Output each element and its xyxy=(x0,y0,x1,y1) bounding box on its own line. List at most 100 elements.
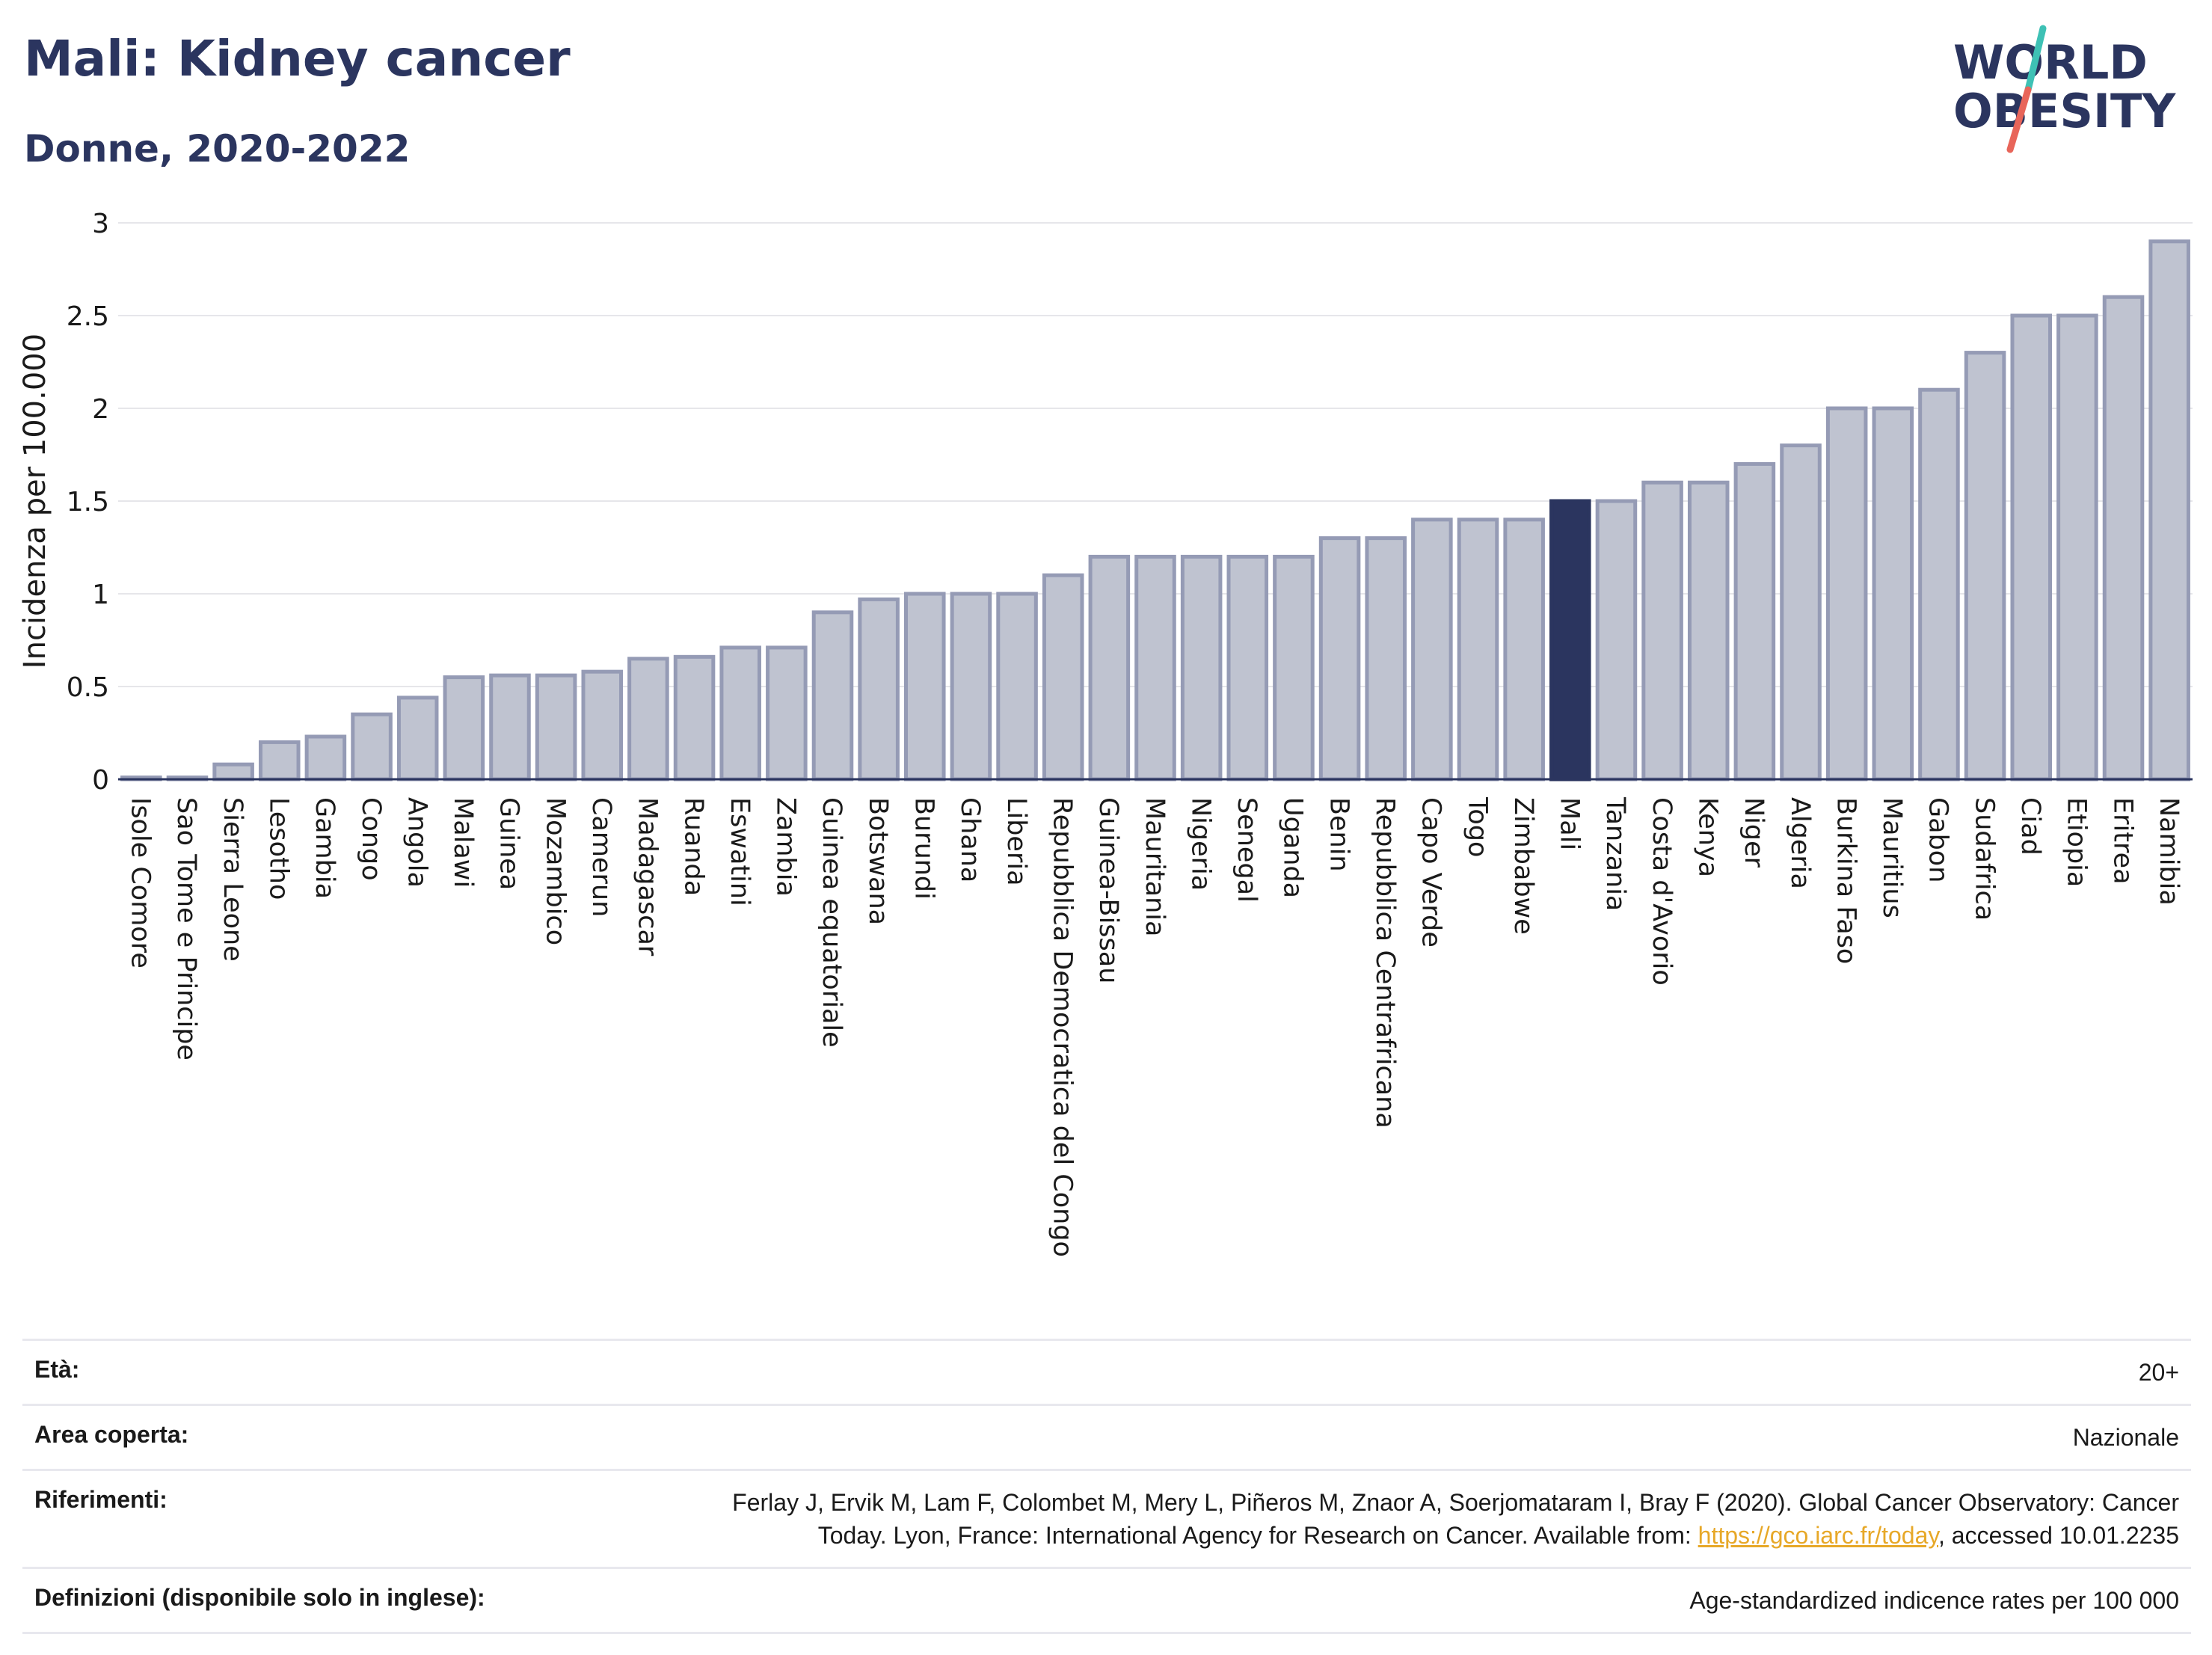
x-tick-label: Burundi xyxy=(909,797,939,900)
bar xyxy=(1918,387,1960,782)
x-tick-label: Capo Verde xyxy=(1416,797,1446,948)
bar xyxy=(1872,406,1914,782)
bar-chart: 0 0.5 1 1.5 2 2.5 3 Isole Comore Sao Tome e Pri… xyxy=(18,209,2193,1257)
age-label: Età: xyxy=(34,1356,80,1383)
x-tick-label: Kenya xyxy=(1692,797,1722,877)
x-tick-label: Ruanda xyxy=(678,797,708,896)
bar xyxy=(627,657,669,782)
bar xyxy=(443,675,485,782)
x-tick-label: Burkina Faso xyxy=(1831,797,1861,964)
world-obesity-logo: WORLD OBESITY xyxy=(1953,25,2176,153)
bar xyxy=(1641,480,1683,782)
bar xyxy=(1457,518,1499,782)
logo-line2: OBESITY xyxy=(1953,84,2176,138)
x-tick-label: Togo xyxy=(1462,796,1492,857)
bar xyxy=(1780,443,1822,782)
x-tick-label: Angola xyxy=(402,797,431,888)
x-tick-label: Algeria xyxy=(1785,797,1815,889)
y-tick-label: 1 xyxy=(92,580,109,610)
x-tick-label: Sudafrica xyxy=(1969,797,1999,921)
logo-slash-red xyxy=(2006,86,2032,153)
x-tick-label: Eswatini xyxy=(725,797,755,906)
y-tick-labels: 0 0.5 1 1.5 2 2.5 3 xyxy=(67,209,109,796)
info-row-area: Area coperta: Nazionale xyxy=(22,1404,2191,1469)
logo-slash-teal xyxy=(2024,25,2047,93)
bar xyxy=(1088,554,1131,782)
bar xyxy=(1825,406,1868,782)
y-tick-label: 1.5 xyxy=(67,487,109,518)
y-tick-label: 3 xyxy=(92,209,109,239)
bar xyxy=(396,696,439,782)
bar xyxy=(1733,461,1776,782)
x-tick-label: Repubblica Democratica del Congo xyxy=(1047,797,1077,1257)
bar xyxy=(950,592,992,782)
x-tick-label: Senegal xyxy=(1232,797,1262,903)
bar xyxy=(1964,351,2006,782)
bar xyxy=(581,669,624,782)
x-tick-label: Isole Comore xyxy=(126,797,156,968)
bar xyxy=(858,597,900,782)
bar xyxy=(673,654,716,782)
x-tick-labels: Isole Comore Sao Tome e Principe Sierra Le… xyxy=(126,796,2184,1257)
info-table: Età: 20+ Area coperta: Nazionale Riferim… xyxy=(22,1339,2191,1634)
x-tick-label: Guinea equatoriale xyxy=(817,797,847,1048)
x-tick-label: Malawi xyxy=(448,797,478,888)
x-tick-label: Repubblica Centrafricana xyxy=(1370,797,1400,1129)
page-subtitle: Donne, 2020-2022 xyxy=(24,127,411,171)
references-link[interactable]: https://gco.iarc.fr/today xyxy=(1698,1522,1938,1549)
x-tick-label: Niger xyxy=(1739,797,1769,868)
x-tick-label: Benin xyxy=(1324,797,1354,872)
x-tick-label: Sao Tome e Principe xyxy=(171,797,201,1060)
x-tick-label: Lesotho xyxy=(264,797,294,900)
x-tick-label: Gambia xyxy=(310,797,340,899)
references-value: Ferlay J, Ervik M, Lam F, Colombet M, Me… xyxy=(732,1486,2179,1552)
area-label: Area coperta: xyxy=(34,1421,189,1448)
x-tick-label: Eritrea xyxy=(2107,797,2137,885)
y-tick-label: 0 xyxy=(92,765,109,796)
bar xyxy=(489,673,531,782)
x-tick-label: Mauritania xyxy=(1140,797,1170,936)
x-tick-label: Sierra Leone xyxy=(218,797,248,962)
x-tick-label: Mauritius xyxy=(1877,797,1907,918)
x-tick-label: Guinea-Bissau xyxy=(1093,797,1123,983)
bar xyxy=(351,712,393,782)
bars xyxy=(120,239,2190,782)
bar xyxy=(2010,313,2053,782)
info-row-age: Età: 20+ xyxy=(22,1339,2191,1404)
x-tick-label: Botswana xyxy=(863,797,893,925)
area-value: Nazionale xyxy=(2072,1424,2179,1451)
bar xyxy=(1226,554,1269,782)
bar xyxy=(2056,313,2098,782)
bar xyxy=(1503,518,1545,782)
x-tick-label: Guinea xyxy=(494,797,524,890)
x-tick-label: Congo xyxy=(356,797,386,881)
x-tick-label: Liberia xyxy=(1001,797,1031,886)
y-tick-label: 0.5 xyxy=(67,672,109,703)
references-text-3: , accessed 10.01.2235 xyxy=(1938,1522,2179,1549)
bar xyxy=(811,610,854,782)
x-tick-label: Costa d'Avorio xyxy=(1647,797,1677,986)
x-tick-label: Ghana xyxy=(955,797,985,882)
bar xyxy=(1134,554,1176,782)
x-tick-label: Mali xyxy=(1555,797,1585,850)
y-axis-label: Incidenza per 100.000 xyxy=(18,334,52,669)
definitions-value: Age-standardized indicence rates per 100… xyxy=(1689,1587,2179,1614)
age-value: 20+ xyxy=(2138,1359,2179,1386)
x-tick-label: Etiopia xyxy=(2062,797,2092,887)
bar xyxy=(2102,295,2145,782)
bar xyxy=(1365,536,1407,782)
references-label: Riferimenti: xyxy=(34,1486,168,1513)
bar xyxy=(535,673,577,782)
bar xyxy=(1318,536,1361,782)
bar xyxy=(1042,573,1084,782)
x-tick-label: Nigeria xyxy=(1185,797,1215,891)
info-row-definitions: Definizioni (disponibile solo in inglese… xyxy=(22,1567,2191,1634)
x-tick-label: Tanzania xyxy=(1600,796,1630,911)
bar xyxy=(1273,554,1315,782)
x-tick-label: Camerun xyxy=(586,797,616,917)
x-tick-label: Zambia xyxy=(771,797,801,897)
bar xyxy=(304,734,347,782)
x-tick-label: Mozambico xyxy=(540,797,570,945)
bar xyxy=(1595,499,1638,782)
references-text-2: Today. Lyon, France: International Agenc… xyxy=(817,1522,1698,1549)
